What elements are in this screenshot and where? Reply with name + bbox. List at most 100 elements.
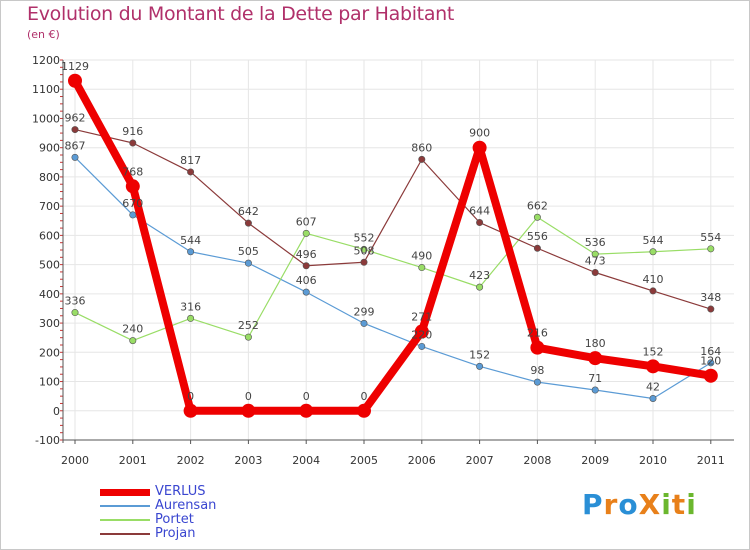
data-label-verlus: 0	[187, 390, 194, 403]
data-point-portet	[707, 245, 715, 253]
data-point-verlus	[357, 403, 371, 418]
x-tick-label: 2008	[523, 454, 551, 467]
y-tick-label: 500	[39, 259, 60, 272]
data-label-verlus: 900	[469, 127, 490, 140]
data-label-portet: 423	[469, 269, 490, 282]
data-label-portet: 544	[643, 234, 664, 247]
data-point-aurensan	[244, 259, 252, 267]
data-point-projan	[302, 262, 310, 270]
data-point-verlus	[703, 368, 718, 383]
data-point-aurensan	[129, 211, 137, 219]
data-point-portet	[591, 250, 599, 258]
data-label-aurensan: 42	[646, 380, 660, 393]
data-point-verlus	[530, 340, 545, 355]
data-label-projan: 348	[700, 291, 721, 304]
x-tick-label: 2002	[177, 454, 205, 467]
y-tick-label: 300	[39, 317, 60, 330]
data-point-aurensan	[707, 359, 715, 367]
y-tick-label: 0	[53, 405, 60, 418]
legend-label-projan: Projan	[155, 526, 196, 541]
data-point-portet	[476, 283, 484, 291]
data-point-aurensan	[360, 319, 368, 327]
data-label-projan: 817	[180, 154, 201, 167]
data-label-projan: 860	[411, 141, 432, 154]
data-point-aurensan	[533, 378, 541, 386]
y-tick-label: -100	[35, 434, 60, 447]
y-tick-label: 1000	[32, 112, 60, 125]
data-label-aurensan: 299	[354, 305, 375, 318]
chart-title: Evolution du Montant de la Dette par Hab…	[27, 3, 455, 25]
data-point-projan	[591, 269, 599, 277]
legend-swatch-portet	[100, 519, 150, 521]
data-label-portet: 607	[296, 215, 317, 228]
data-point-verlus	[646, 359, 660, 374]
x-tick-label: 2005	[350, 454, 378, 467]
y-tick-label: 400	[39, 288, 60, 301]
data-point-verlus	[241, 403, 256, 418]
data-label-verlus: 0	[245, 390, 252, 403]
plot-area	[63, 60, 734, 440]
data-label-verlus: 271	[411, 311, 432, 324]
data-point-projan	[533, 244, 541, 252]
data-point-portet	[71, 309, 79, 317]
data-label-projan: 496	[296, 248, 317, 261]
y-tick-label: 700	[39, 200, 60, 213]
data-label-aurensan: 98	[530, 364, 544, 377]
legend-swatch-projan	[100, 533, 150, 535]
y-tick-label: 900	[39, 142, 60, 155]
data-label-verlus: 768	[122, 165, 143, 178]
series-line-verlus	[71, 76, 715, 415]
series-line-aurensan	[74, 156, 712, 400]
data-point-aurensan	[649, 394, 657, 402]
data-label-portet: 490	[411, 250, 432, 263]
data-label-portet: 336	[65, 295, 86, 308]
data-label-portet: 552	[354, 231, 375, 244]
x-tick-label: 2010	[639, 454, 667, 467]
data-point-verlus	[414, 324, 429, 339]
data-point-projan	[360, 258, 368, 266]
data-label-verlus: 1129	[61, 60, 89, 73]
data-label-verlus: 120	[700, 355, 721, 368]
legend-swatch-verlus	[100, 489, 150, 496]
data-label-aurensan: 71	[588, 372, 602, 385]
data-point-portet	[360, 245, 368, 253]
data-label-aurensan: 867	[65, 139, 86, 152]
y-tick-label: 1200	[32, 54, 60, 67]
legend-label-aurensan: Aurensan	[155, 498, 217, 513]
data-label-projan: 410	[643, 273, 664, 286]
data-label-projan: 642	[238, 205, 259, 218]
data-label-verlus: 0	[303, 390, 310, 403]
data-label-aurensan: 220	[411, 328, 432, 341]
data-label-projan: 916	[122, 125, 143, 138]
y-tick-label: 600	[39, 229, 60, 242]
legend-swatch-aurensan	[100, 505, 150, 507]
data-label-projan: 644	[469, 205, 490, 218]
data-label-portet: 662	[527, 199, 548, 212]
brand-letter: i	[686, 488, 697, 521]
y-tick-label: 100	[39, 376, 60, 389]
data-point-projan	[129, 139, 137, 147]
brand-letter: o	[618, 488, 639, 521]
legend-label-portet: Portet	[155, 512, 194, 527]
chart-subtitle: (en €)	[27, 28, 60, 41]
data-point-verlus	[183, 403, 198, 418]
data-label-projan: 508	[354, 244, 375, 257]
data-point-portet	[302, 229, 310, 237]
data-point-portet	[533, 213, 541, 221]
data-point-verlus	[588, 351, 603, 366]
data-point-aurensan	[302, 288, 310, 296]
data-label-projan: 556	[527, 230, 548, 243]
data-label-verlus: 180	[585, 337, 606, 350]
brand-letter: r	[603, 488, 619, 521]
data-point-verlus	[299, 403, 314, 418]
data-point-aurensan	[591, 386, 599, 394]
x-tick-label: 2006	[408, 454, 436, 467]
data-label-aurensan: 544	[180, 234, 201, 247]
data-point-verlus	[472, 140, 487, 155]
data-label-aurensan: 152	[469, 348, 490, 361]
data-label-portet: 240	[122, 323, 143, 336]
x-tick-label: 2009	[581, 454, 609, 467]
data-point-projan	[71, 126, 79, 134]
data-point-portet	[187, 314, 195, 322]
